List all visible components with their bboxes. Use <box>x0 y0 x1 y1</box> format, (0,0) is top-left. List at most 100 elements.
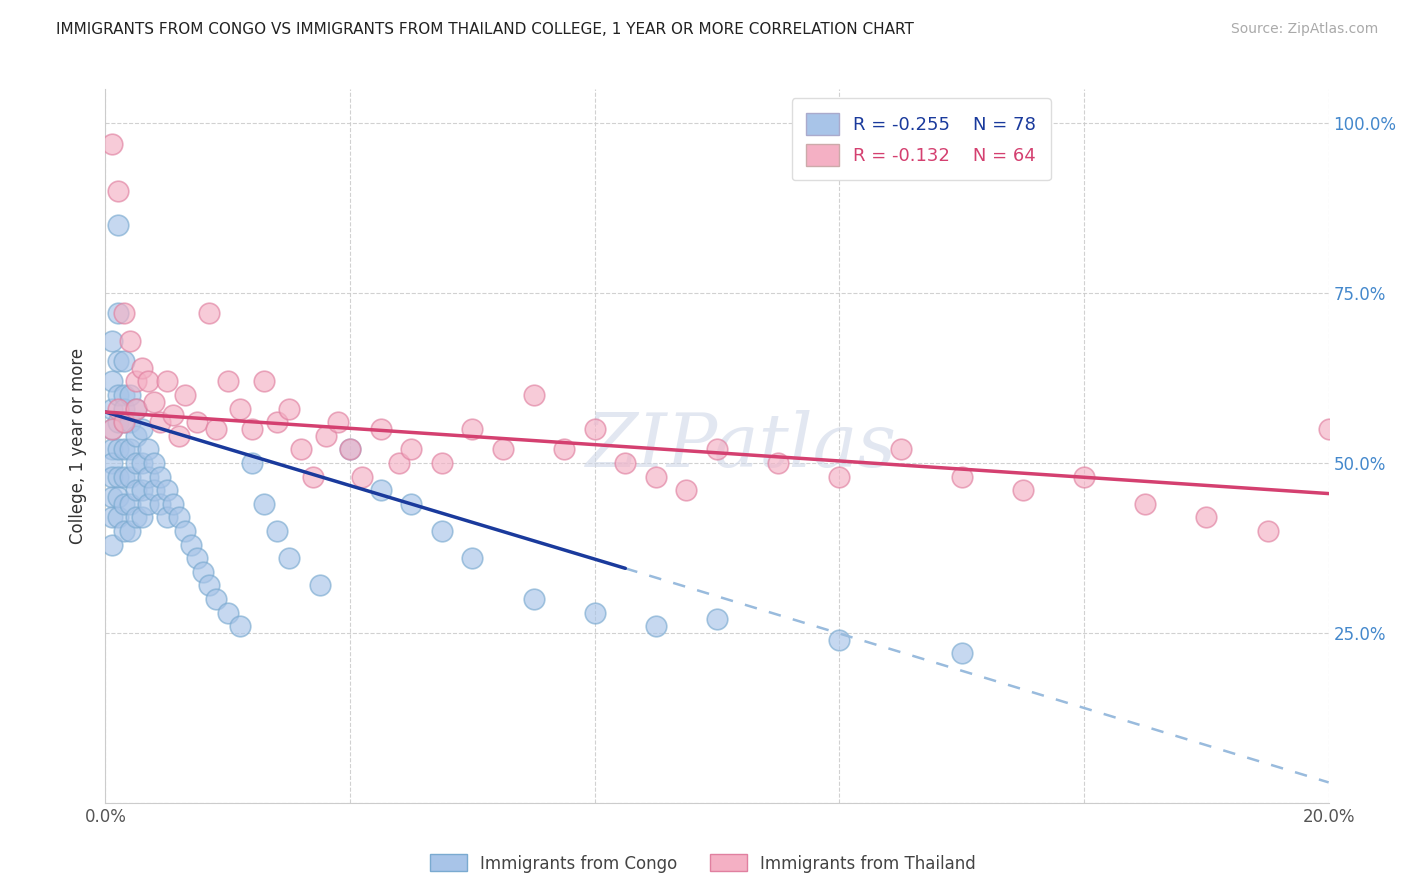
Point <box>100 456 122 470</box>
Point <box>266 415 288 429</box>
Point <box>155 483 177 498</box>
Point <box>217 375 239 389</box>
Text: Source: ZipAtlas.com: Source: ZipAtlas.com <box>1230 22 1378 37</box>
Point <box>401 442 423 457</box>
Point <box>149 415 172 429</box>
Point <box>644 469 666 483</box>
Legend: Immigrants from Congo, Immigrants from Thailand: Immigrants from Congo, Immigrants from T… <box>423 847 983 880</box>
Point <box>644 619 666 633</box>
Point <box>950 469 973 483</box>
Legend: R = -0.255    N = 78, R = -0.132    N = 64: R = -0.255 N = 78, R = -0.132 N = 64 <box>792 98 1050 180</box>
Point <box>107 388 129 402</box>
Point <box>401 497 423 511</box>
Point <box>107 184 129 198</box>
Point <box>174 524 197 538</box>
Point <box>149 469 172 483</box>
Point <box>125 510 148 524</box>
Point <box>193 565 215 579</box>
Point <box>167 510 190 524</box>
Point <box>430 524 453 538</box>
Point <box>100 375 122 389</box>
Point <box>198 306 221 320</box>
Point <box>112 442 135 457</box>
Point <box>253 375 276 389</box>
Point <box>553 442 575 457</box>
Point <box>180 537 202 551</box>
Point <box>186 551 208 566</box>
Point <box>1195 510 1218 524</box>
Point <box>118 524 141 538</box>
Point <box>370 422 392 436</box>
Point <box>461 422 484 436</box>
Y-axis label: College, 1 year or more: College, 1 year or more <box>69 348 87 544</box>
Point <box>828 632 851 647</box>
Point <box>302 469 325 483</box>
Point <box>112 415 135 429</box>
Point <box>125 483 148 498</box>
Point <box>143 456 166 470</box>
Point <box>492 442 515 457</box>
Point <box>131 422 153 436</box>
Point <box>240 422 263 436</box>
Point <box>167 429 190 443</box>
Point <box>889 442 911 457</box>
Point <box>100 537 122 551</box>
Point <box>266 524 288 538</box>
Point <box>107 354 129 368</box>
Point <box>198 578 221 592</box>
Point <box>155 375 177 389</box>
Point <box>523 388 546 402</box>
Point <box>125 456 148 470</box>
Point <box>100 422 122 436</box>
Point <box>112 306 135 320</box>
Point <box>950 646 973 660</box>
Point <box>136 375 159 389</box>
Point <box>100 334 122 348</box>
Point <box>1378 490 1400 504</box>
Point <box>107 469 129 483</box>
Point <box>204 422 226 436</box>
Point <box>100 510 122 524</box>
Point <box>100 469 122 483</box>
Point <box>675 483 697 498</box>
Point <box>155 510 177 524</box>
Point <box>107 510 129 524</box>
Point <box>174 388 197 402</box>
Point <box>1073 469 1095 483</box>
Point <box>204 591 226 606</box>
Point <box>706 612 728 626</box>
Point <box>240 456 263 470</box>
Point <box>370 483 392 498</box>
Point <box>706 442 728 457</box>
Point <box>229 619 252 633</box>
Point <box>125 429 148 443</box>
Point <box>339 442 361 457</box>
Point <box>100 490 122 504</box>
Point <box>112 354 135 368</box>
Point <box>352 469 374 483</box>
Point <box>118 415 141 429</box>
Point <box>143 483 166 498</box>
Point <box>112 388 135 402</box>
Point <box>125 401 148 416</box>
Point <box>583 422 606 436</box>
Point <box>107 306 129 320</box>
Point <box>107 415 129 429</box>
Point <box>339 442 361 457</box>
Point <box>131 456 153 470</box>
Point <box>290 442 312 457</box>
Point <box>614 456 637 470</box>
Point <box>112 524 135 538</box>
Point <box>100 442 122 457</box>
Point <box>112 401 135 416</box>
Point <box>253 497 276 511</box>
Point <box>186 415 208 429</box>
Point <box>107 490 129 504</box>
Point <box>217 606 239 620</box>
Point <box>430 456 453 470</box>
Point <box>118 334 141 348</box>
Point <box>112 415 135 429</box>
Point <box>162 497 184 511</box>
Point <box>100 422 122 436</box>
Point <box>131 510 153 524</box>
